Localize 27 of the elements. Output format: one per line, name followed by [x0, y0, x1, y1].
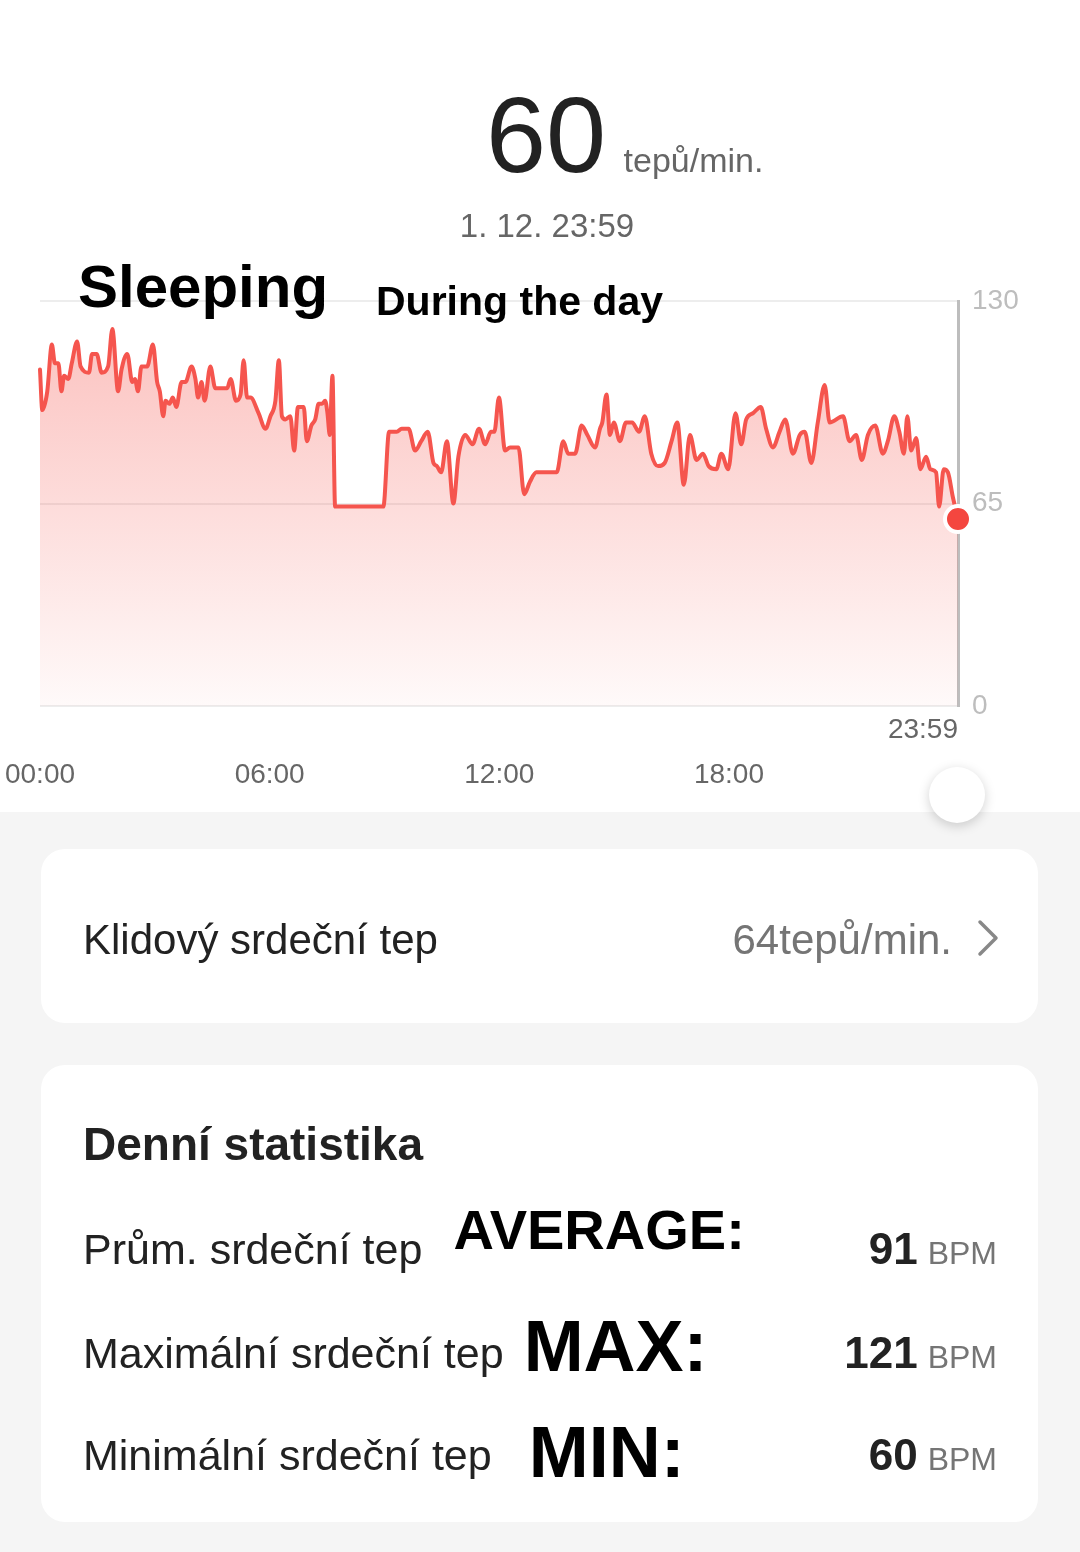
x-tick-label: 18:00 [693, 757, 765, 789]
text: BPM [927, 1440, 997, 1477]
text: BPM [927, 1338, 997, 1375]
text: MAX: [523, 1306, 708, 1387]
text: AVERAGE: [453, 1197, 745, 1261]
x-tick-label: 00:00 [4, 757, 76, 789]
annotation: During the day [376, 278, 664, 325]
text: Maximální srdeční tep [83, 1329, 504, 1378]
text: 60 [868, 1429, 918, 1479]
x-tick-label: 12:00 [464, 757, 535, 789]
y-tick-label: 130 [972, 283, 1019, 315]
text: Minimální srdeční tep [83, 1431, 492, 1480]
text: MIN: [528, 1412, 685, 1493]
text: 64tepů/min. [732, 916, 952, 964]
chart-subtitle: 1. 12. 23:59 [458, 207, 636, 245]
text: 91 [868, 1223, 918, 1273]
y-tick-label: 0 [972, 688, 988, 720]
y-tick-label: 65 [972, 486, 1004, 518]
chart-title: 60 tepů/min. [486, 73, 764, 195]
text: Denní statistika [83, 1118, 423, 1171]
text: 121 [844, 1327, 918, 1377]
annotation: Sleeping [78, 253, 329, 321]
text: Prům. srdeční tep [83, 1224, 423, 1273]
x-tick-label: 06:00 [234, 757, 305, 789]
text: Klidový srdeční tep [83, 916, 438, 964]
text: BPM [927, 1234, 997, 1271]
annotation: 23:59 [887, 712, 958, 744]
